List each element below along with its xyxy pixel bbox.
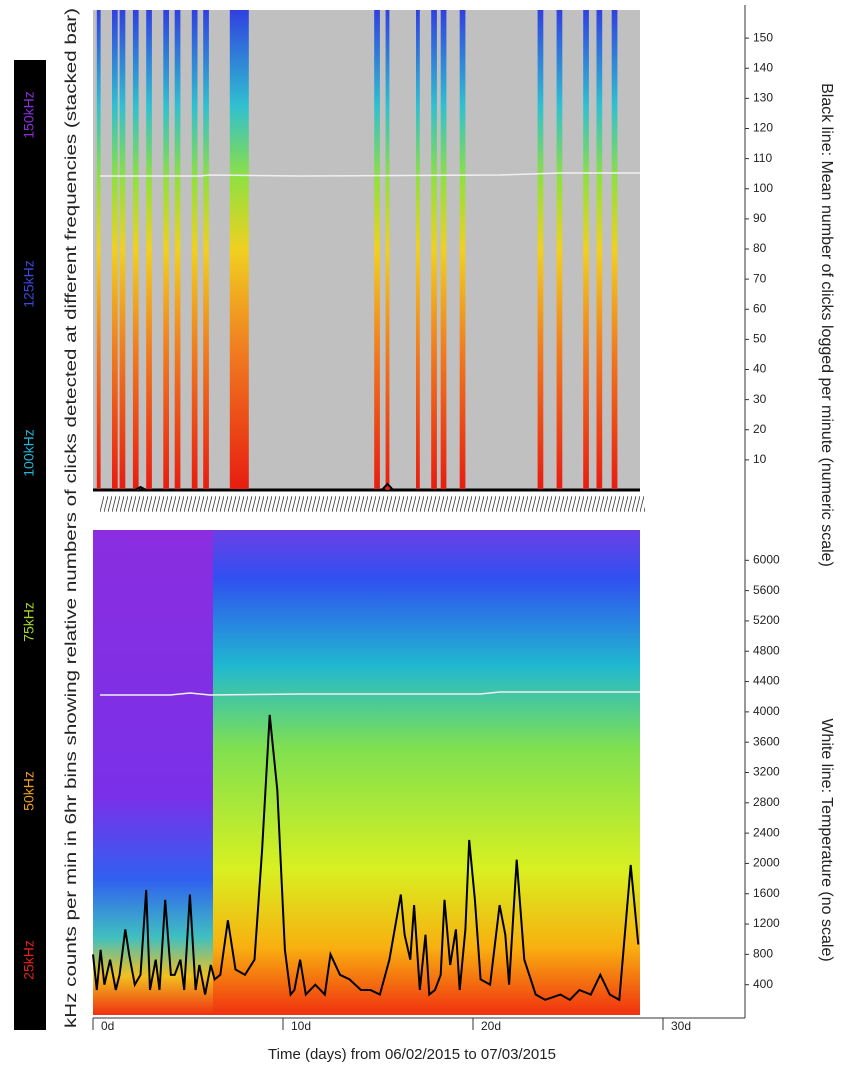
stacked-bar [537,10,544,490]
y-tick-label: 2800 [753,795,780,809]
legend-label: 25kHz [21,940,37,980]
y-tick-label: 10 [753,452,767,466]
y-tick-label: 60 [753,301,767,315]
stacked-bar [191,10,198,490]
stacked-bar [596,10,603,490]
y-tick-label: 90 [753,211,767,225]
y-tick-label: 110 [753,151,772,165]
y-axis-title: White line: Temperature (no scale) [818,718,835,961]
stacked-bar [96,10,101,490]
x-tick-label: 0d [101,1019,114,1033]
y-tick-label: 3600 [753,734,780,748]
y-tick-label: 140 [753,60,773,74]
y-tick-label: 100 [753,181,773,195]
y-tick-label: 30 [753,392,767,406]
y-tick-label: 3200 [753,765,780,779]
legend-label: 150kHz [21,91,37,138]
stacked-bar [611,10,618,490]
y-tick-label: 20 [753,422,767,436]
y-tick-label: 80 [753,241,767,255]
hatch-strip [100,496,645,512]
y-tick-label: 130 [753,91,773,105]
y-tick-label: 4400 [753,674,780,688]
y-tick-label: 120 [753,121,773,135]
x-tick-label: 10d [291,1019,311,1033]
stacked-bar [440,10,447,490]
temperature-line-top [100,172,640,177]
stacked-bar [229,10,249,490]
y-tick-label: 50 [753,332,767,346]
x-tick-label: 30d [671,1019,691,1033]
stacked-bar [132,10,139,490]
y-tick-label: 1200 [753,916,780,930]
stacked-bar [431,10,437,490]
background [14,5,746,1030]
y-tick-label: 5600 [753,583,780,597]
y-tick-label: 5200 [753,613,780,627]
y-tick-label: 800 [753,947,773,961]
clicks-line [93,482,639,491]
y-tick-label: 4800 [753,643,780,657]
x-tick-label: 20d [481,1019,501,1033]
x-axis-title: Time (days) from 06/02/2015 to 07/03/201… [268,1046,556,1063]
stacked-bar [385,10,390,490]
clicks-line [92,714,640,1002]
temperature-line-bottom [100,691,640,696]
y-axis-title: Black line: Mean number of clicks logged… [818,83,835,567]
stacked-bar [174,10,181,490]
stacked-bar [203,10,209,490]
y-tick-label: 150 [753,30,773,44]
legend-label: 100kHz [21,429,37,476]
y-tick-label: 400 [753,977,773,991]
legend-label: 125kHz [21,260,37,307]
legend-label: 50kHz [21,771,37,811]
y-tick-label: 6000 [753,552,780,566]
legend-strip [14,60,46,1030]
stacked-bar [556,10,563,490]
stacked-bar [416,10,420,490]
stacked-bar [119,10,126,490]
stacked-bar [583,10,589,490]
y-tick-label: 40 [753,362,767,376]
legend-label: 75kHz [21,602,37,642]
stacked-bar [459,10,466,490]
y-tick-label: 70 [753,271,767,285]
stacked-bar [374,10,380,490]
spectrogram-left [93,530,213,1015]
y-tick-label: 2400 [753,825,780,839]
legend-title: kHz counts per min in 6hr bins showing r… [63,8,80,1028]
y-tick-label: 4000 [753,704,780,718]
y-tick-label: 2000 [753,856,780,870]
stacked-bar [146,10,152,490]
stacked-bar [163,10,169,490]
y-tick-label: 1600 [753,886,780,900]
top-panel [93,10,640,490]
stacked-bar [112,10,118,490]
bars [96,10,618,490]
